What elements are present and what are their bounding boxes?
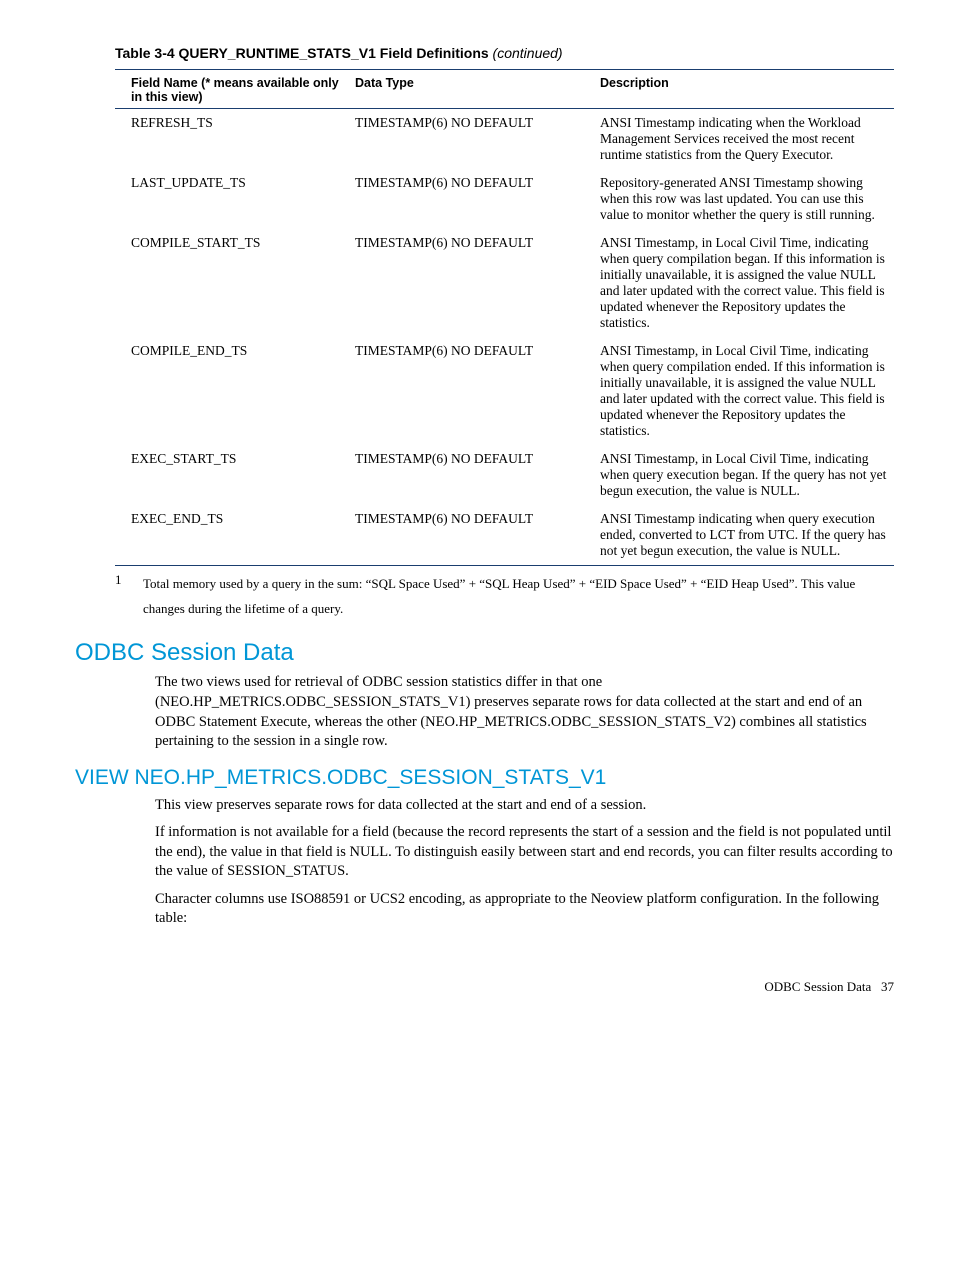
- cell-field: REFRESH_TS: [115, 115, 355, 163]
- cell-type: TIMESTAMP(6) NO DEFAULT: [355, 175, 600, 223]
- cell-field: LAST_UPDATE_TS: [115, 175, 355, 223]
- field-definitions-table: Field Name (* means available only in th…: [115, 69, 894, 566]
- table-header-row: Field Name (* means available only in th…: [115, 70, 894, 109]
- section2-paragraph-2: If information is not available for a fi…: [155, 823, 894, 882]
- header-data-type: Data Type: [355, 76, 600, 104]
- page-footer: ODBC Session Data 37: [75, 979, 894, 995]
- table-caption: Table 3-4 QUERY_RUNTIME_STATS_V1 Field D…: [115, 45, 894, 61]
- section1-paragraph: The two views used for retrieval of ODBC…: [155, 673, 894, 751]
- footnote-text: Total memory used by a query in the sum:…: [143, 572, 894, 621]
- cell-desc: ANSI Timestamp indicating when query exe…: [600, 511, 894, 559]
- header-description: Description: [600, 76, 894, 104]
- footnote-number: 1: [115, 572, 143, 621]
- section2-paragraph-3: Character columns use ISO88591 or UCS2 e…: [155, 890, 894, 929]
- cell-desc: ANSI Timestamp indicating when the Workl…: [600, 115, 894, 163]
- table-row: COMPILE_END_TS TIMESTAMP(6) NO DEFAULT A…: [115, 337, 894, 445]
- cell-desc: Repository-generated ANSI Timestamp show…: [600, 175, 894, 223]
- cell-type: TIMESTAMP(6) NO DEFAULT: [355, 451, 600, 499]
- cell-desc: ANSI Timestamp, in Local Civil Time, ind…: [600, 451, 894, 499]
- cell-desc: ANSI Timestamp, in Local Civil Time, ind…: [600, 235, 894, 331]
- cell-field: EXEC_START_TS: [115, 451, 355, 499]
- cell-field: COMPILE_START_TS: [115, 235, 355, 331]
- cell-type: TIMESTAMP(6) NO DEFAULT: [355, 511, 600, 559]
- cell-desc: ANSI Timestamp, in Local Civil Time, ind…: [600, 343, 894, 439]
- cell-field: EXEC_END_TS: [115, 511, 355, 559]
- cell-type: TIMESTAMP(6) NO DEFAULT: [355, 115, 600, 163]
- section-heading-view-v1: VIEW NEO.HP_METRICS.ODBC_SESSION_STATS_V…: [75, 766, 894, 790]
- table-body: REFRESH_TS TIMESTAMP(6) NO DEFAULT ANSI …: [115, 109, 894, 565]
- table-row: EXEC_END_TS TIMESTAMP(6) NO DEFAULT ANSI…: [115, 505, 894, 565]
- table-row: COMPILE_START_TS TIMESTAMP(6) NO DEFAULT…: [115, 229, 894, 337]
- footer-section-label: ODBC Session Data: [764, 979, 871, 994]
- section-heading-odbc-session-data: ODBC Session Data: [75, 639, 894, 667]
- cell-type: TIMESTAMP(6) NO DEFAULT: [355, 343, 600, 439]
- table-footnote: 1 Total memory used by a query in the su…: [115, 572, 894, 621]
- section2-paragraph-1: This view preserves separate rows for da…: [155, 796, 894, 816]
- header-field-name: Field Name (* means available only in th…: [115, 76, 355, 104]
- table-row: REFRESH_TS TIMESTAMP(6) NO DEFAULT ANSI …: [115, 109, 894, 169]
- cell-type: TIMESTAMP(6) NO DEFAULT: [355, 235, 600, 331]
- cell-field: COMPILE_END_TS: [115, 343, 355, 439]
- table-title-text: Table 3-4 QUERY_RUNTIME_STATS_V1 Field D…: [115, 45, 489, 61]
- table-title-continued: (continued): [493, 45, 563, 61]
- table-row: EXEC_START_TS TIMESTAMP(6) NO DEFAULT AN…: [115, 445, 894, 505]
- footer-page-number: 37: [881, 979, 894, 994]
- table-row: LAST_UPDATE_TS TIMESTAMP(6) NO DEFAULT R…: [115, 169, 894, 229]
